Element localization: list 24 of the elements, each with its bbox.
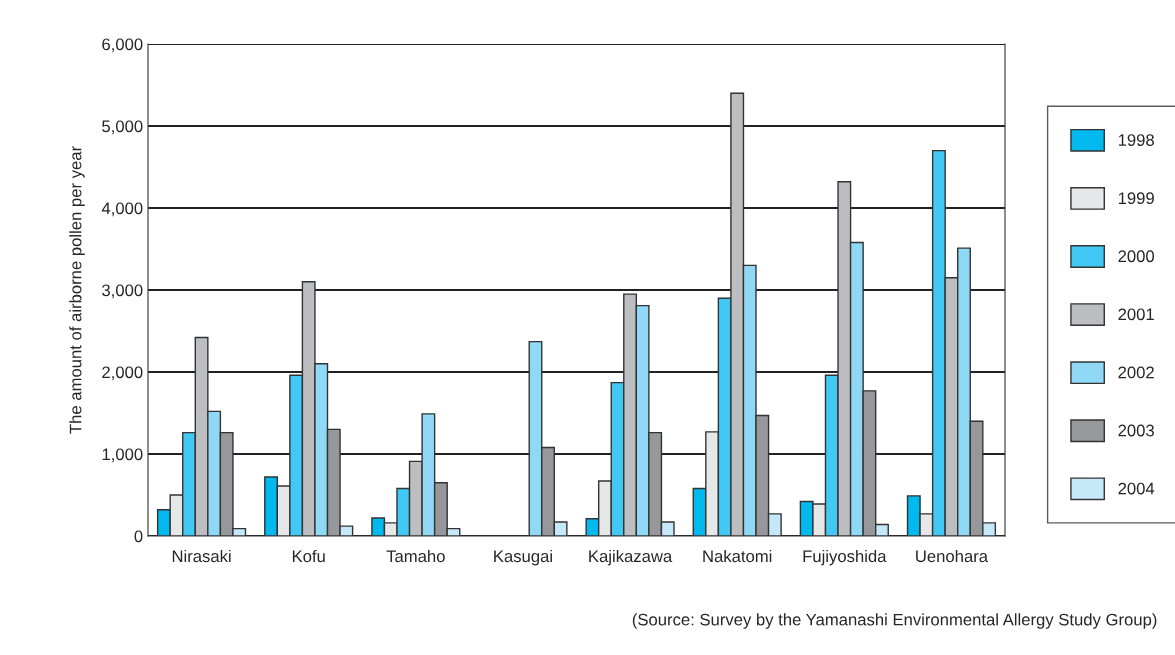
x-tick-label: Kasugai: [494, 549, 552, 566]
x-tick-label: Tamaho: [386, 549, 445, 563]
x-tick-label: Fujiyoshida: [803, 549, 887, 566]
text: (Source: Survey by the Yamanashi Environmental Allergy Study Group): [632, 613, 1157, 629]
y-tick-label: 0: [134, 530, 143, 543]
y-tick-label: 4,000: [101, 202, 143, 217]
legend-label: 2001: [1118, 308, 1154, 321]
x-tick-label: Nakatomi: [703, 549, 772, 563]
x-tick-label: Kofu: [292, 549, 325, 563]
legend-label: 2003: [1118, 424, 1154, 437]
x-tick-label: Kajikazawa: [589, 549, 673, 566]
legend-label: 2000: [1118, 250, 1155, 263]
x-tick-label: Uenohara: [916, 549, 989, 563]
y-tick-label: 5,000: [102, 120, 143, 135]
y-tick-label: 2,000: [102, 366, 143, 381]
x-tick-label: Nirasaki: [172, 549, 231, 563]
y-tick-label: 3,000: [102, 284, 143, 299]
legend-label: 1999: [1118, 192, 1154, 205]
y-axis-title: The amount of airborne pollen per year: [69, 146, 85, 434]
y-tick-label: 6,000: [102, 38, 143, 53]
legend-label: 2004: [1118, 482, 1155, 495]
legend-label: 2002: [1118, 366, 1154, 379]
legend-label: 1998: [1118, 134, 1154, 146]
y-tick-label: 1,000: [102, 448, 143, 463]
